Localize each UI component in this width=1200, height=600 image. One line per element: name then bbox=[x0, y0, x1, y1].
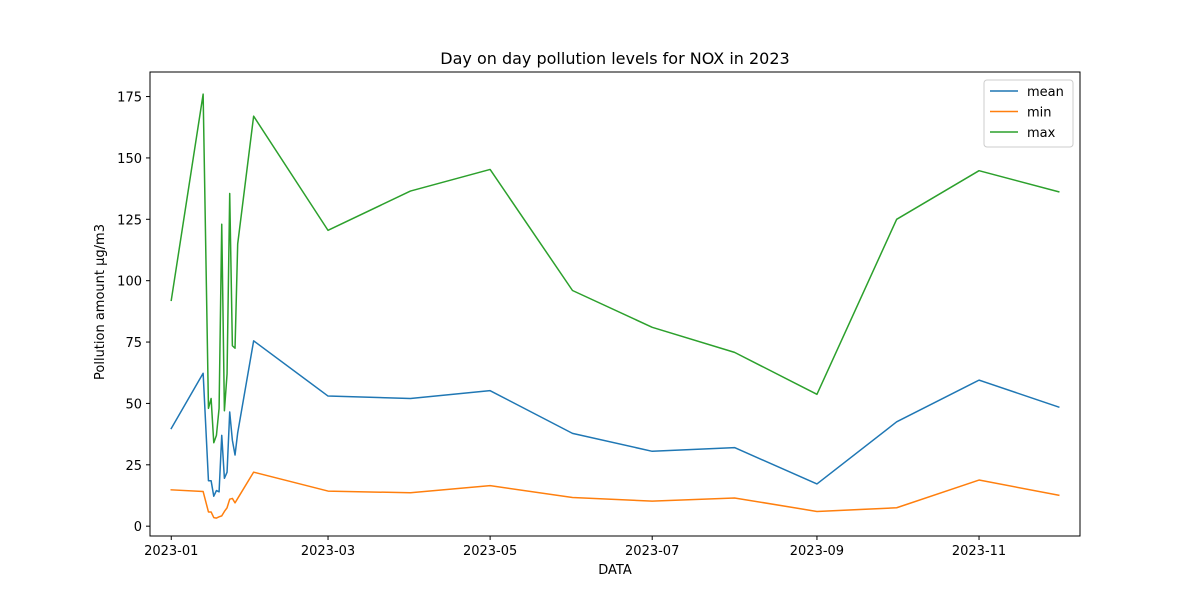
y-tick-label: 0 bbox=[134, 520, 142, 535]
x-axis-label: DATA bbox=[598, 563, 632, 578]
ticks-layer: 2023-01 2023-03 2023-05 2023-07 2023-09 2023-… bbox=[117, 91, 1006, 559]
series-line-mean bbox=[170, 340, 1060, 497]
plot-frame bbox=[149, 71, 1081, 537]
y-tick-label: 25 bbox=[125, 459, 142, 474]
y-tick-label: 50 bbox=[125, 397, 142, 412]
x-tick-label: 2023-01 bbox=[144, 544, 198, 559]
y-axis-label: Pollution amount µg/m3 bbox=[93, 224, 108, 380]
legend: mean min max bbox=[983, 79, 1074, 148]
y-tick-label: 75 bbox=[125, 336, 142, 351]
x-tick-label: 2023-03 bbox=[301, 544, 355, 559]
x-tick-label: 2023-11 bbox=[952, 544, 1006, 559]
series-line-min bbox=[170, 471, 1060, 519]
legend-box bbox=[983, 79, 1074, 148]
y-tick-label: 175 bbox=[117, 91, 142, 106]
y-tick-label: 125 bbox=[117, 213, 142, 228]
x-tick-label: 2023-05 bbox=[463, 544, 517, 559]
x-tick-label: 2023-07 bbox=[625, 544, 679, 559]
chart-title: Day on day pollution levels for NOX in 2… bbox=[440, 49, 789, 68]
legend-label-min: min bbox=[1027, 106, 1052, 121]
series-line-max bbox=[170, 93, 1060, 444]
series-layer bbox=[170, 93, 1060, 519]
y-tick-label: 150 bbox=[117, 152, 142, 167]
legend-label-max: max bbox=[1027, 126, 1056, 141]
y-tick-label: 100 bbox=[117, 275, 142, 290]
legend-label-mean: mean bbox=[1027, 85, 1064, 100]
x-tick-label: 2023-09 bbox=[790, 544, 844, 559]
